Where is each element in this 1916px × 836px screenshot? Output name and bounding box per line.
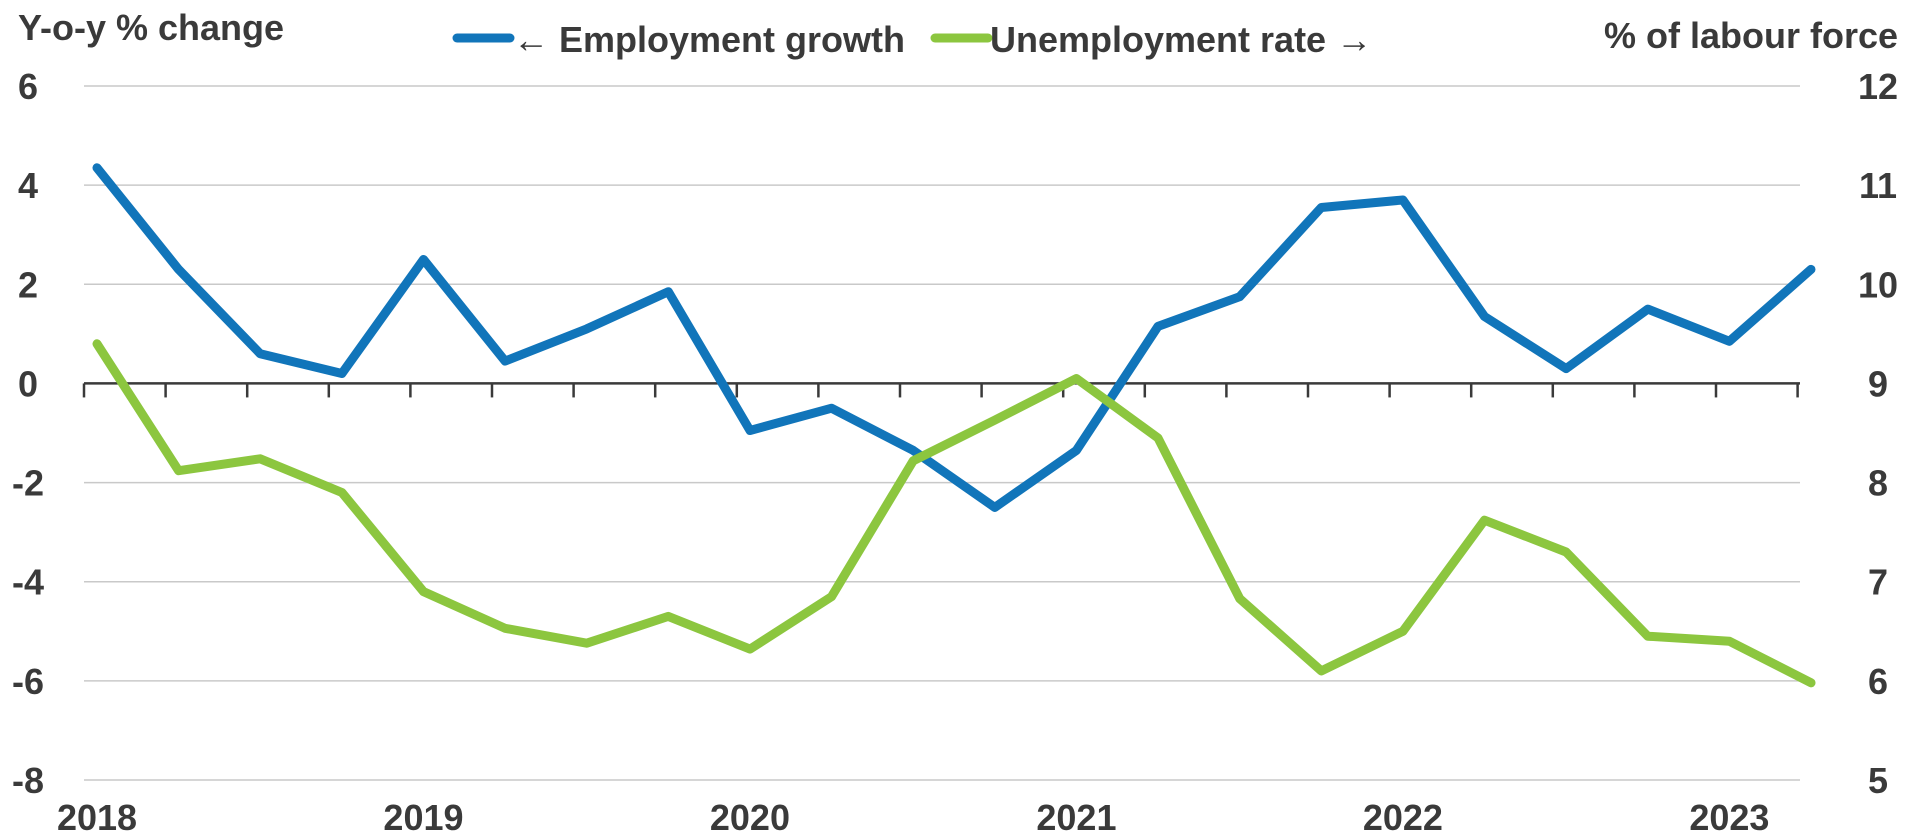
x-tick-label: 2023 — [1689, 797, 1769, 836]
right-tick-label: 9 — [1868, 363, 1888, 404]
right-tick-label: 5 — [1868, 760, 1888, 801]
right-tick-label: 7 — [1868, 562, 1888, 603]
series-line-employment-growth — [92, 163, 1816, 512]
left-tick-label: 6 — [18, 66, 38, 107]
axis-layer — [82, 382, 1800, 398]
right-tick-label: 10 — [1858, 264, 1898, 305]
right-axis-title: % of labour force — [1604, 15, 1898, 56]
x-tick-label: 2019 — [383, 797, 463, 836]
x-tick-label: 2018 — [57, 797, 137, 836]
left-tick-label: -8 — [12, 760, 44, 801]
legend: ← Employment growth Unemployment rate → — [452, 19, 1372, 60]
x-tick-label: 2021 — [1036, 797, 1116, 836]
left-tick-label: -4 — [12, 562, 44, 603]
x-tick-label: 2022 — [1363, 797, 1443, 836]
left-tick-label: 4 — [18, 165, 38, 206]
left-tick-label: -6 — [12, 661, 44, 702]
legend-label-unemployment: Unemployment rate → — [990, 19, 1372, 60]
left-axis-title: Y-o-y % change — [18, 7, 284, 48]
legend-label-employment: ← Employment growth — [513, 19, 905, 60]
series-line-unemployment-rate — [92, 339, 1816, 688]
series-layer — [92, 163, 1816, 688]
right-tick-label: 12 — [1858, 66, 1898, 107]
label-layer: Y-o-y % change % of labour force 6 4 2 0 -2 -… — [12, 7, 1898, 836]
grid-layer — [84, 85, 1800, 781]
right-tick-label: 11 — [1859, 165, 1897, 206]
right-tick-label: 6 — [1868, 661, 1888, 702]
left-tick-label: 2 — [18, 264, 38, 305]
x-tick-label: 2020 — [710, 797, 790, 836]
right-tick-label: 8 — [1868, 463, 1888, 504]
left-tick-label: 0 — [18, 363, 38, 404]
left-tick-label: -2 — [12, 463, 44, 504]
